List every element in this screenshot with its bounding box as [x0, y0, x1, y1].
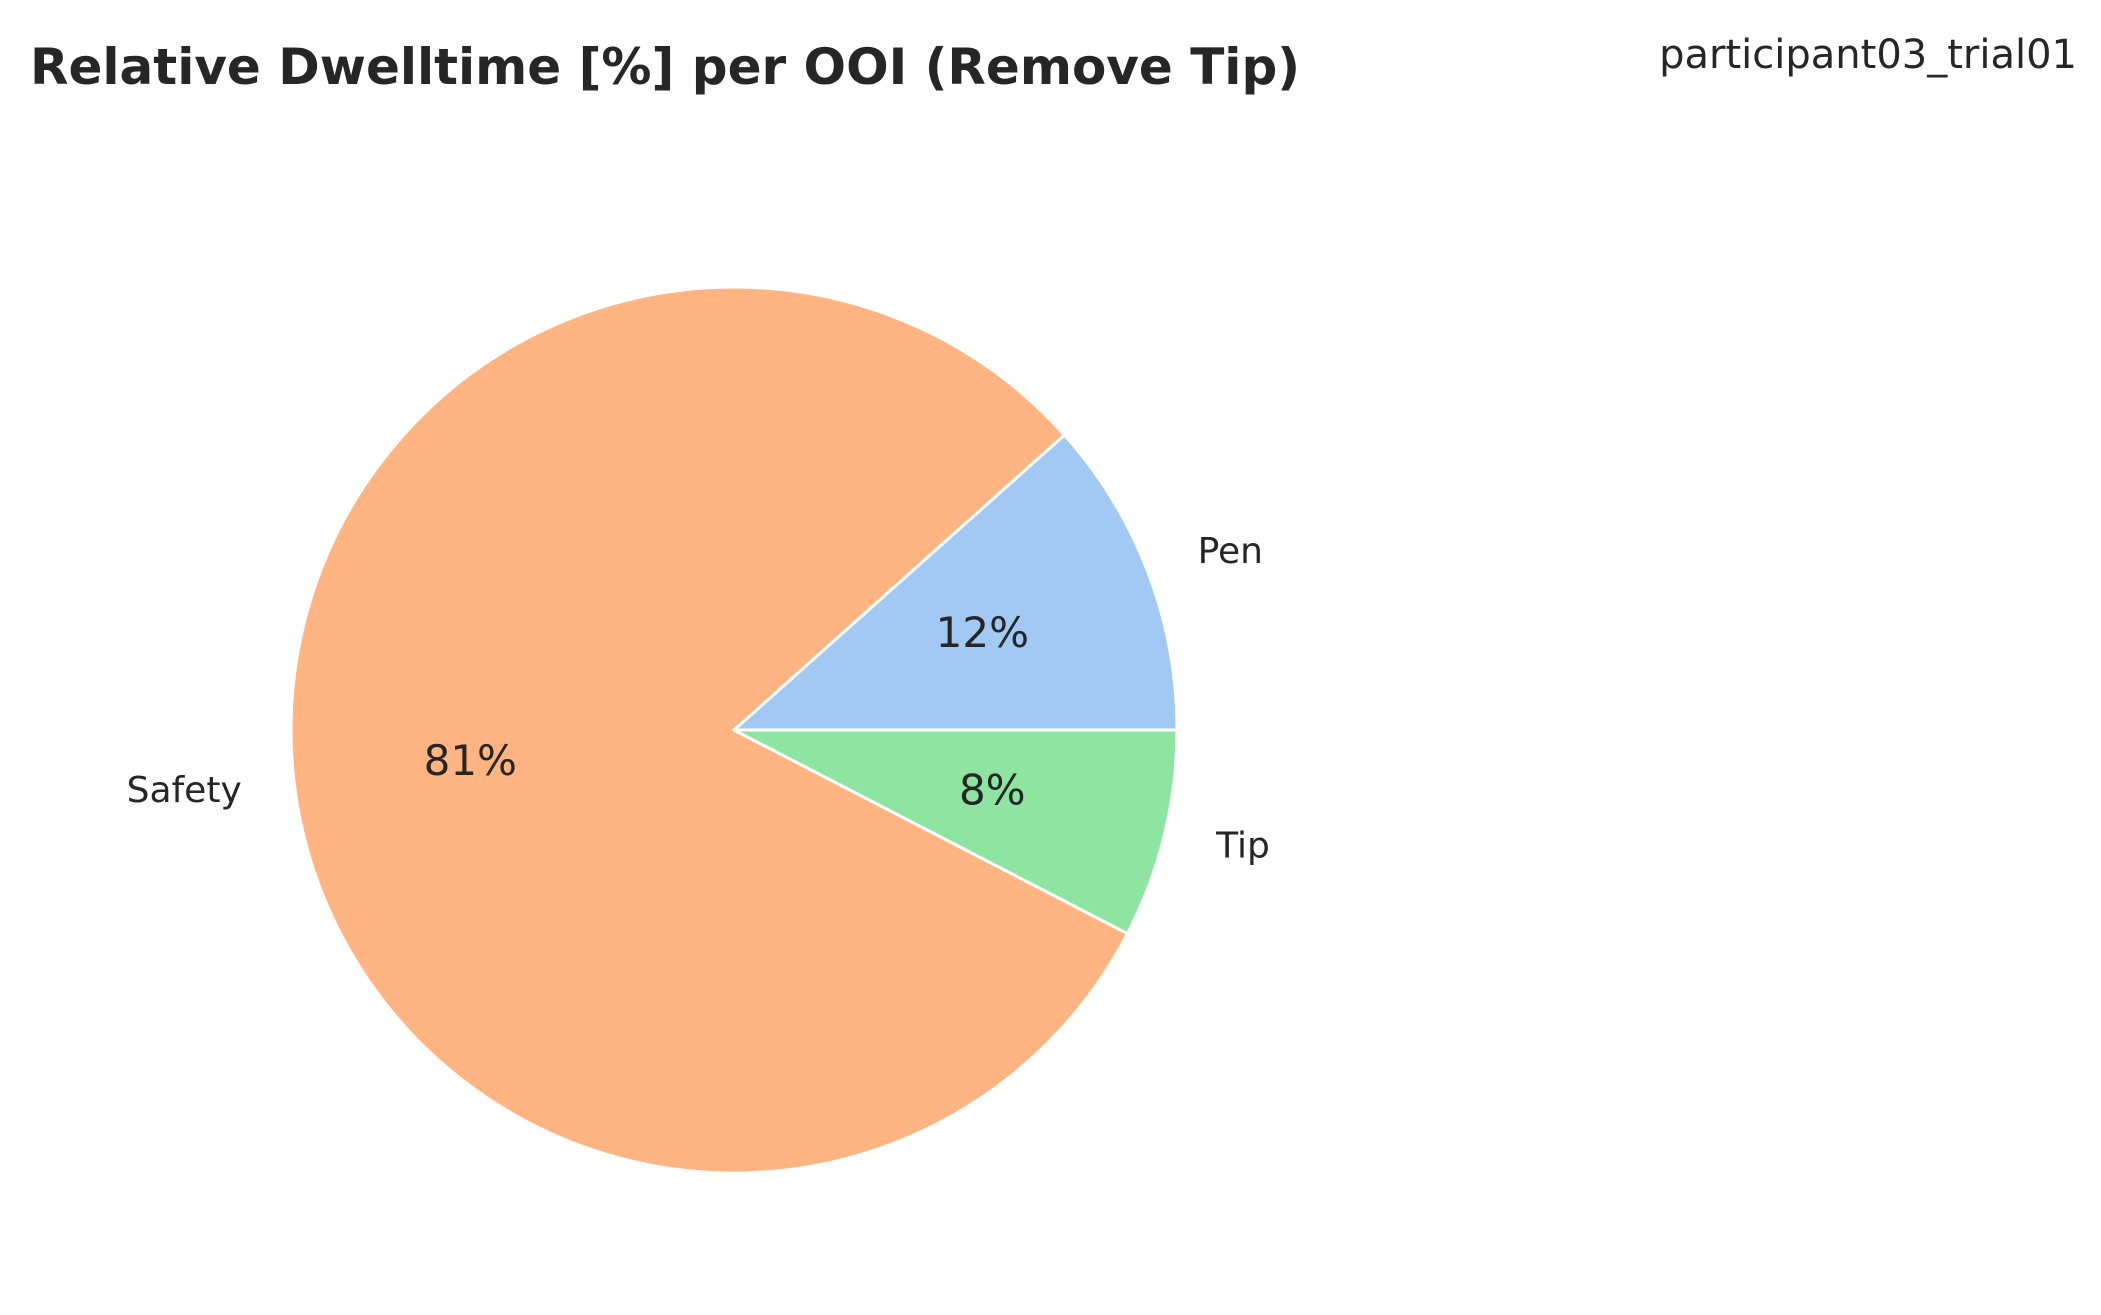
pie-slice-safety [289, 285, 1129, 1175]
slice-label-tip: Tip [1215, 825, 1270, 866]
chart-title: Relative Dwelltime [%] per OOI (Remove T… [30, 38, 1301, 96]
pie-slices [289, 285, 1179, 1175]
pie-labels: Pen 12% Safety 81% Tip 8% [127, 531, 1270, 866]
slice-label-safety: Safety [127, 770, 242, 811]
pie-slice-tip [732, 728, 1179, 936]
pct-label-tip: 8% [959, 765, 1026, 814]
pct-label-pen: 12% [936, 608, 1029, 657]
slice-label-pen: Pen [1198, 531, 1263, 572]
pie-slice-pen [732, 433, 1179, 732]
chart-subtitle: participant03_trial01 [1659, 32, 2077, 78]
pct-label-safety: 81% [424, 736, 517, 785]
